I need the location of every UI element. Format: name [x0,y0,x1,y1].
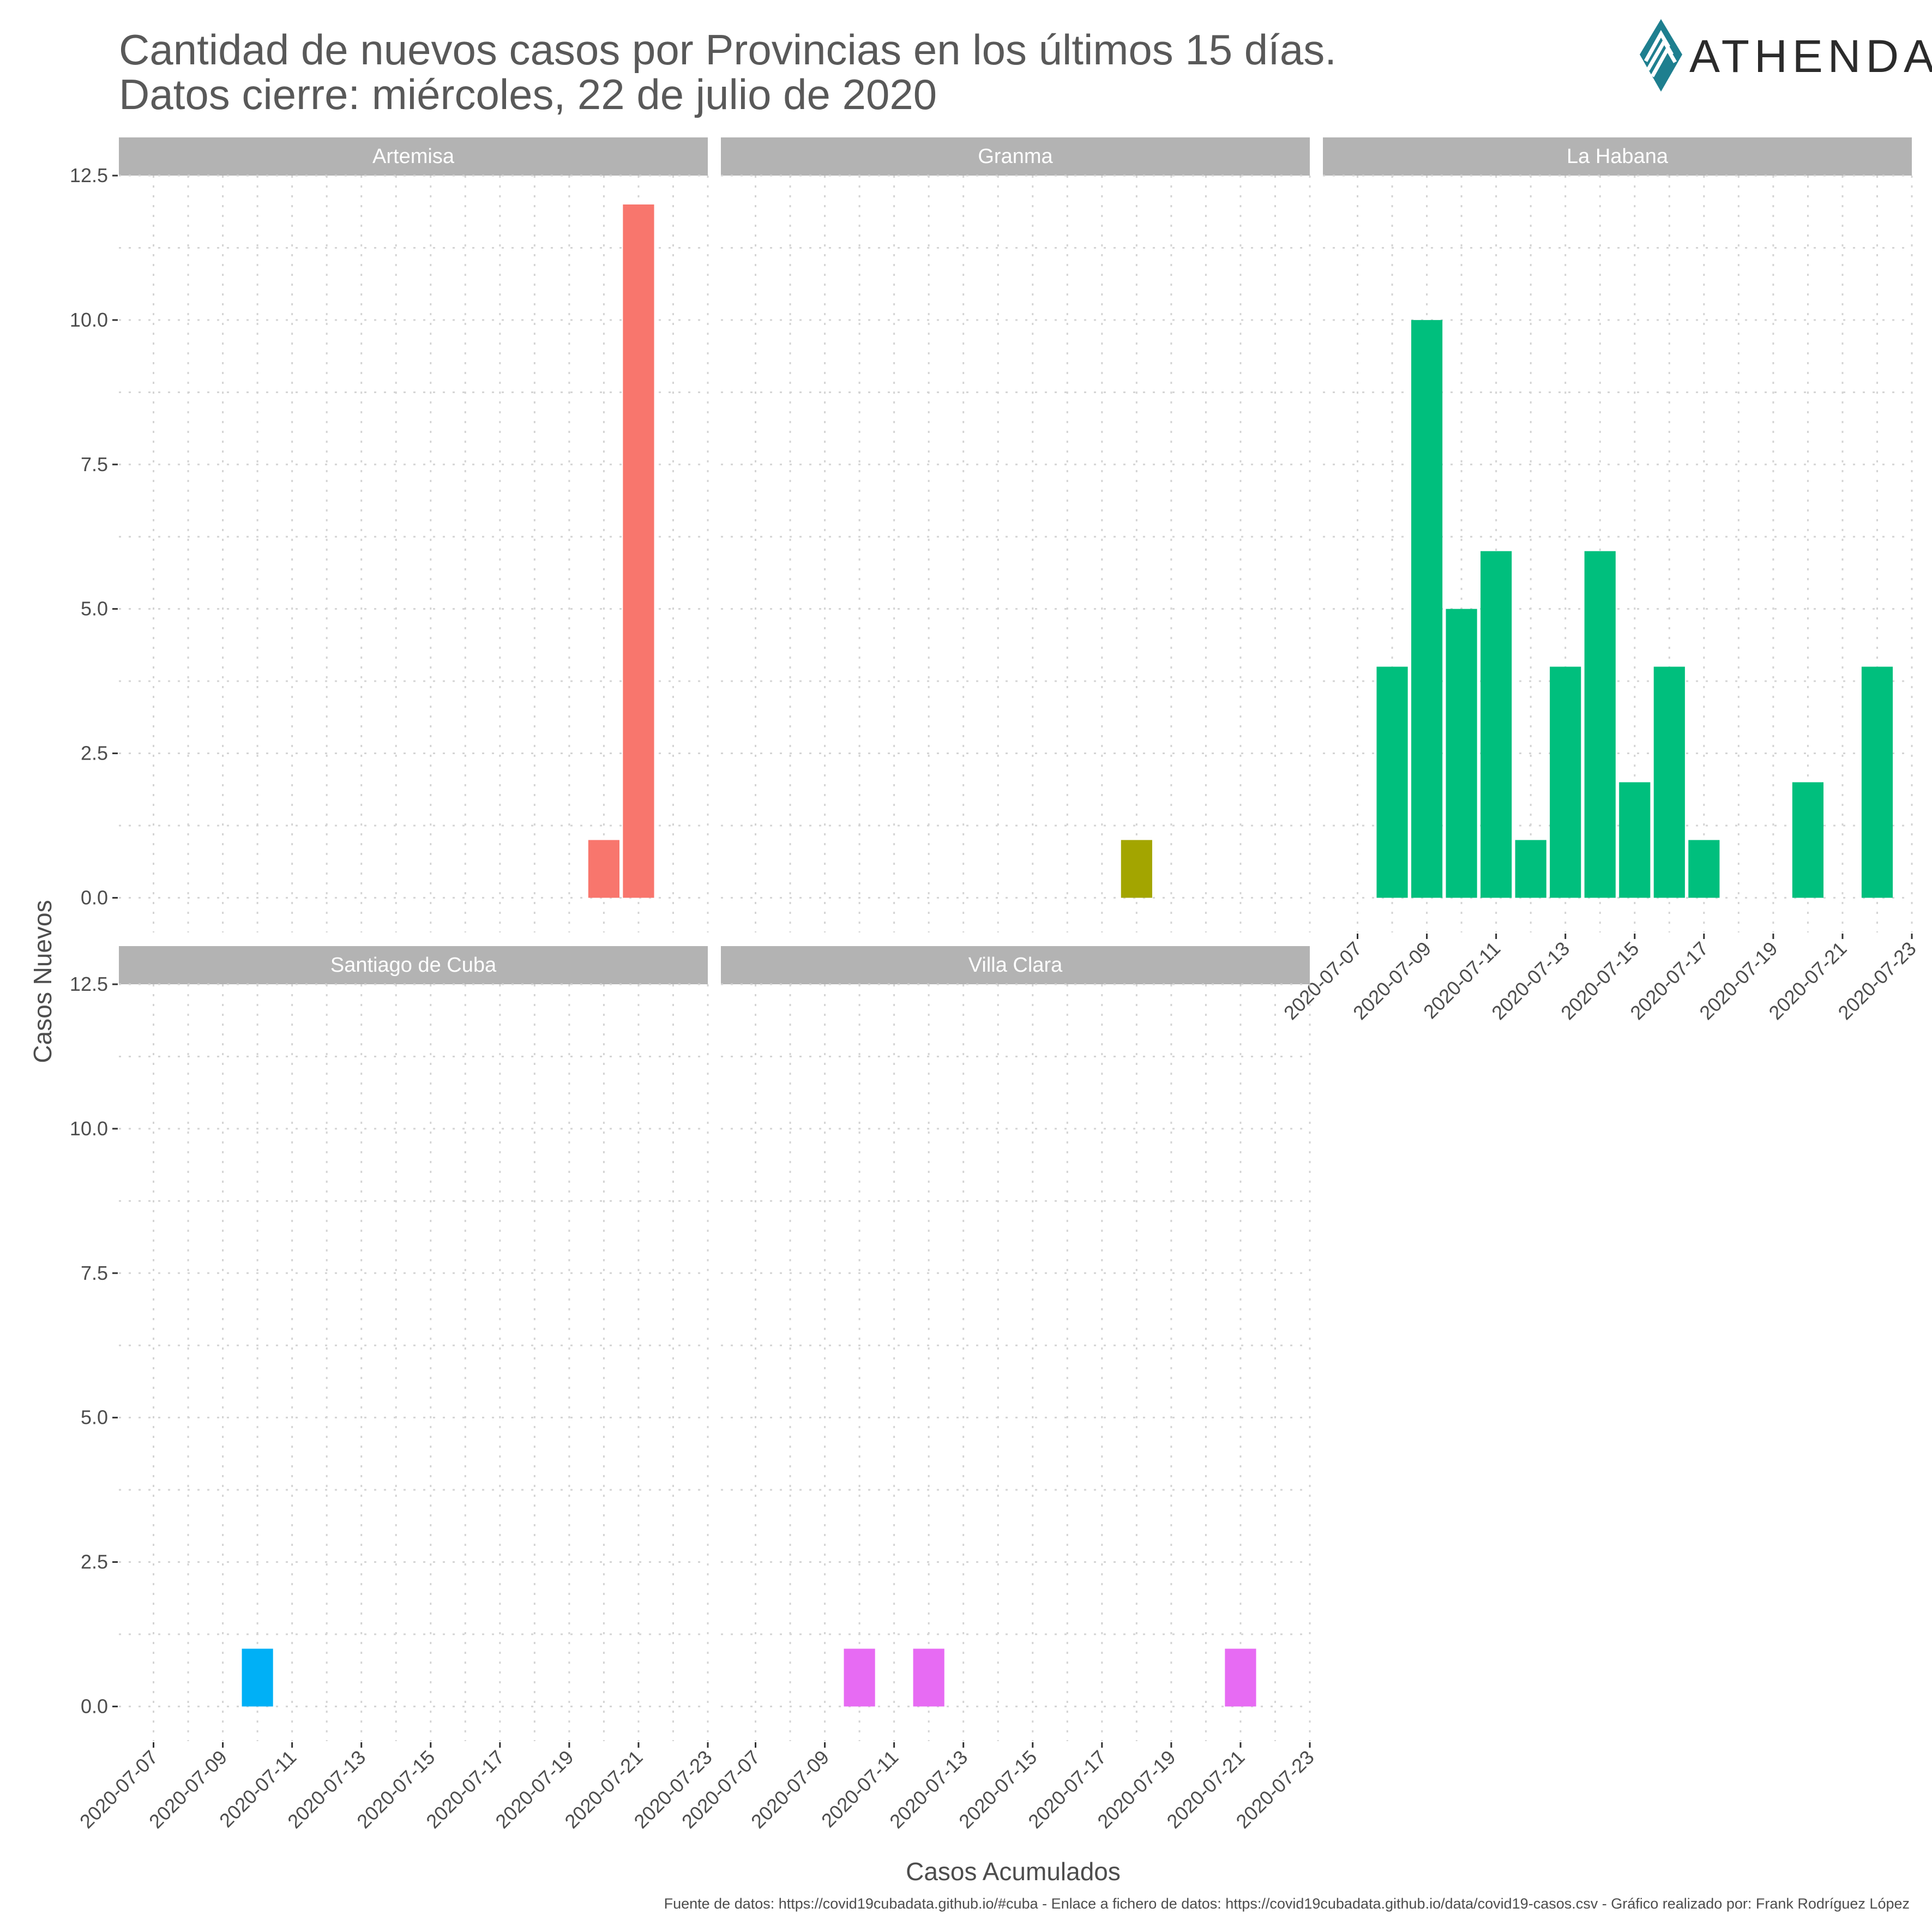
bar [844,1648,875,1707]
y-tick-label: 7.5 [81,1262,108,1284]
athendat-logo-mark [1640,19,1682,92]
gridlines [721,174,1311,932]
athendat-logo-text: ATHENDAT [1689,31,1932,82]
y-tick-label: 5.0 [81,1406,108,1429]
bar [913,1648,944,1707]
facet-panels: Artemisa 0.0 2.5 5.0 7.5 10.0 12.5 Granma La Hab… [70,137,1921,1833]
facet-panel: Villa Clara2020-07-072020-07-092020-07-1… [677,946,1319,1833]
y-tick-label: 12.5 [70,164,108,186]
bar [242,1648,273,1707]
facet-strip-label: Granma [978,145,1053,168]
chart-title-line1: Cantidad de nuevos casos por Provincias … [119,26,1337,74]
bar [623,204,654,898]
facet-strip-label: Villa Clara [968,954,1063,977]
bar [1653,666,1685,898]
bar [1446,609,1477,898]
gridlines [119,983,709,1741]
facet-strip-label: Artemisa [372,145,455,168]
facet-panel: Santiago de Cuba0.02.55.07.510.012.52020… [70,946,717,1833]
y-tick-label: 2.5 [81,742,108,765]
gridlines [721,983,1311,1741]
facet-panel: La Habana2020-07-072020-07-092020-07-112… [1279,137,1921,1024]
y-tick-label: 10.0 [70,1117,108,1140]
facet-strip [721,946,1310,984]
x-axis-title: Casos Acumulados [906,1857,1121,1886]
y-tick-label: 7.5 [81,453,108,476]
facet-panel: Artemisa 0.0 2.5 5.0 7.5 10.0 12.5 [70,137,709,932]
facet-strip [1323,137,1912,176]
athendat-logo: ATHENDAT [1640,19,1932,92]
y-axis-title: Casos Nuevos [28,900,57,1063]
facet-strip-label: Santiago de Cuba [330,954,497,977]
facet-panel: Granma [721,137,1311,932]
bar [1480,551,1512,898]
facet-strip-label: La Habana [1567,145,1669,168]
bar [1411,320,1443,898]
bar [1225,1648,1256,1707]
bar [1376,666,1408,898]
y-tick-label: 10.0 [70,309,108,331]
y-tick-label: 5.0 [81,598,108,620]
gridlines [119,174,709,932]
y-tick-label: 12.5 [70,973,108,995]
bar [1550,666,1581,898]
y-tick-label: 2.5 [81,1551,108,1573]
bar [1584,551,1616,898]
bar [1861,666,1893,898]
chart-title-line2: Datos cierre: miércoles, 22 de julio de … [119,70,937,118]
facet-strip [119,946,708,984]
source-caption: Fuente de datos: https://covid19cubadata… [664,1895,1910,1912]
y-tick-label: 0.0 [81,1695,108,1717]
facet-strip [119,137,708,176]
bar [1688,840,1720,898]
bar [1515,840,1546,898]
bar [1121,840,1152,898]
bar [588,840,619,898]
bar [1619,782,1651,898]
y-tick-label: 0.0 [81,886,108,908]
bar [1792,782,1823,898]
facet-strip [721,137,1310,176]
